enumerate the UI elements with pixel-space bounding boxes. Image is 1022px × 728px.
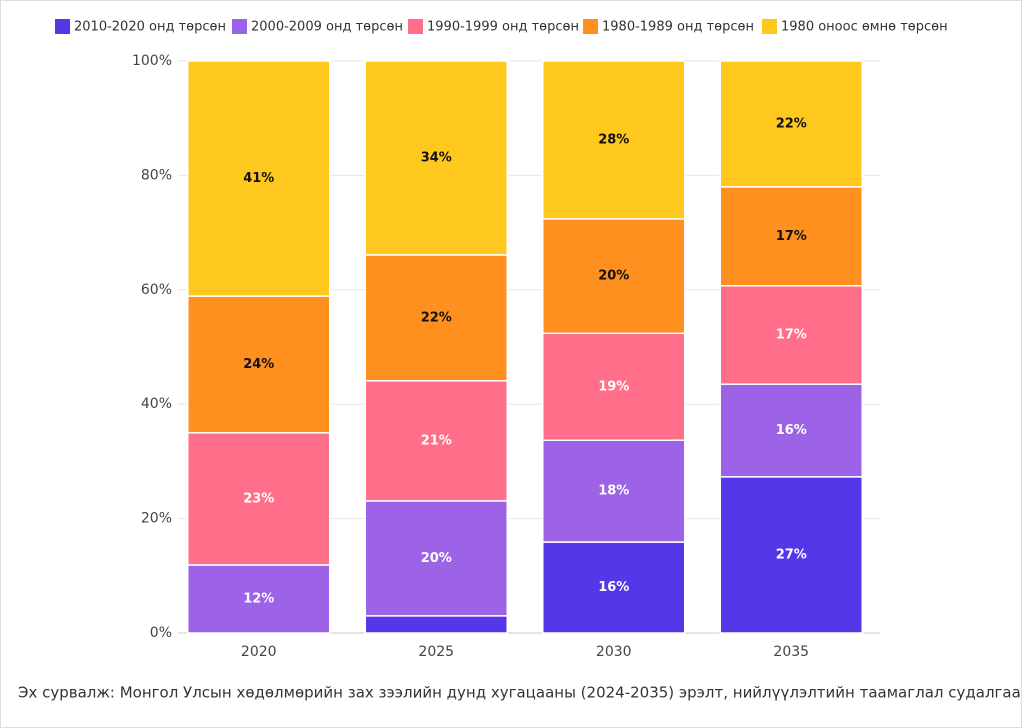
legend-label: 1990-1999 онд төрсөн [427, 20, 579, 35]
data-label: 19% [598, 379, 629, 394]
legend-swatch [408, 19, 423, 34]
x-tick-label: 2030 [596, 644, 632, 660]
x-tick-label: 2025 [418, 644, 454, 660]
y-tick-label: 40% [141, 396, 172, 412]
data-label: 22% [421, 310, 452, 325]
data-label: 22% [776, 116, 807, 131]
y-tick-label: 20% [141, 511, 172, 527]
bar-segment [542, 332, 686, 441]
data-label: 34% [421, 150, 452, 165]
bar-segment [187, 295, 331, 434]
data-label: 17% [776, 229, 807, 244]
data-label: 20% [421, 551, 452, 566]
bar-segment [542, 218, 686, 335]
bar-segment [719, 285, 863, 385]
legend-label: 1980 оноос өмнө төрсөн [781, 20, 948, 35]
bar-segment [719, 476, 863, 634]
bar-segment [187, 60, 331, 297]
bar-segment [719, 60, 863, 188]
bar-segment [719, 186, 863, 287]
data-label: 12% [243, 591, 274, 606]
bar-segment [364, 379, 508, 502]
data-label: 18% [598, 484, 629, 499]
bar-segment [364, 254, 508, 382]
y-tick-label: 100% [132, 53, 172, 69]
y-tick-label: 60% [141, 282, 172, 298]
data-label: 17% [776, 327, 807, 342]
source-note: Эх сурвалж: Монгол Улсын хөдөлмөрийн зах… [18, 684, 1021, 702]
data-label: 16% [776, 423, 807, 438]
bar-segment [187, 432, 331, 566]
bar-segment [364, 60, 508, 256]
bar-segment [542, 439, 686, 543]
bar-segment [719, 383, 863, 478]
legend-swatch [762, 19, 777, 34]
data-label: 28% [598, 132, 629, 147]
data-label: 24% [243, 357, 274, 372]
legend-swatch [55, 19, 70, 34]
bar-segment [364, 615, 508, 634]
bar-segment [542, 60, 686, 220]
data-label: 20% [598, 269, 629, 284]
bar-segment [542, 541, 686, 634]
bar-segment [187, 564, 331, 634]
legend-label: 2010-2020 онд төрсөн [74, 20, 226, 35]
y-tick-label: 80% [141, 167, 172, 183]
data-label: 23% [243, 491, 274, 506]
x-tick-label: 2035 [773, 644, 809, 660]
legend-swatch [232, 19, 247, 34]
bar-segment [364, 500, 508, 617]
legend-swatch [583, 19, 598, 34]
x-tick-label: 2020 [241, 644, 277, 660]
data-label: 41% [243, 171, 274, 186]
data-label: 21% [421, 433, 452, 448]
data-label: 16% [598, 580, 629, 595]
legend-label: 1980-1989 онд төрсөн [602, 20, 754, 35]
data-label: 27% [776, 547, 807, 562]
y-tick-label: 0% [150, 625, 172, 641]
legend-label: 2000-2009 онд төрсөн [251, 20, 403, 35]
